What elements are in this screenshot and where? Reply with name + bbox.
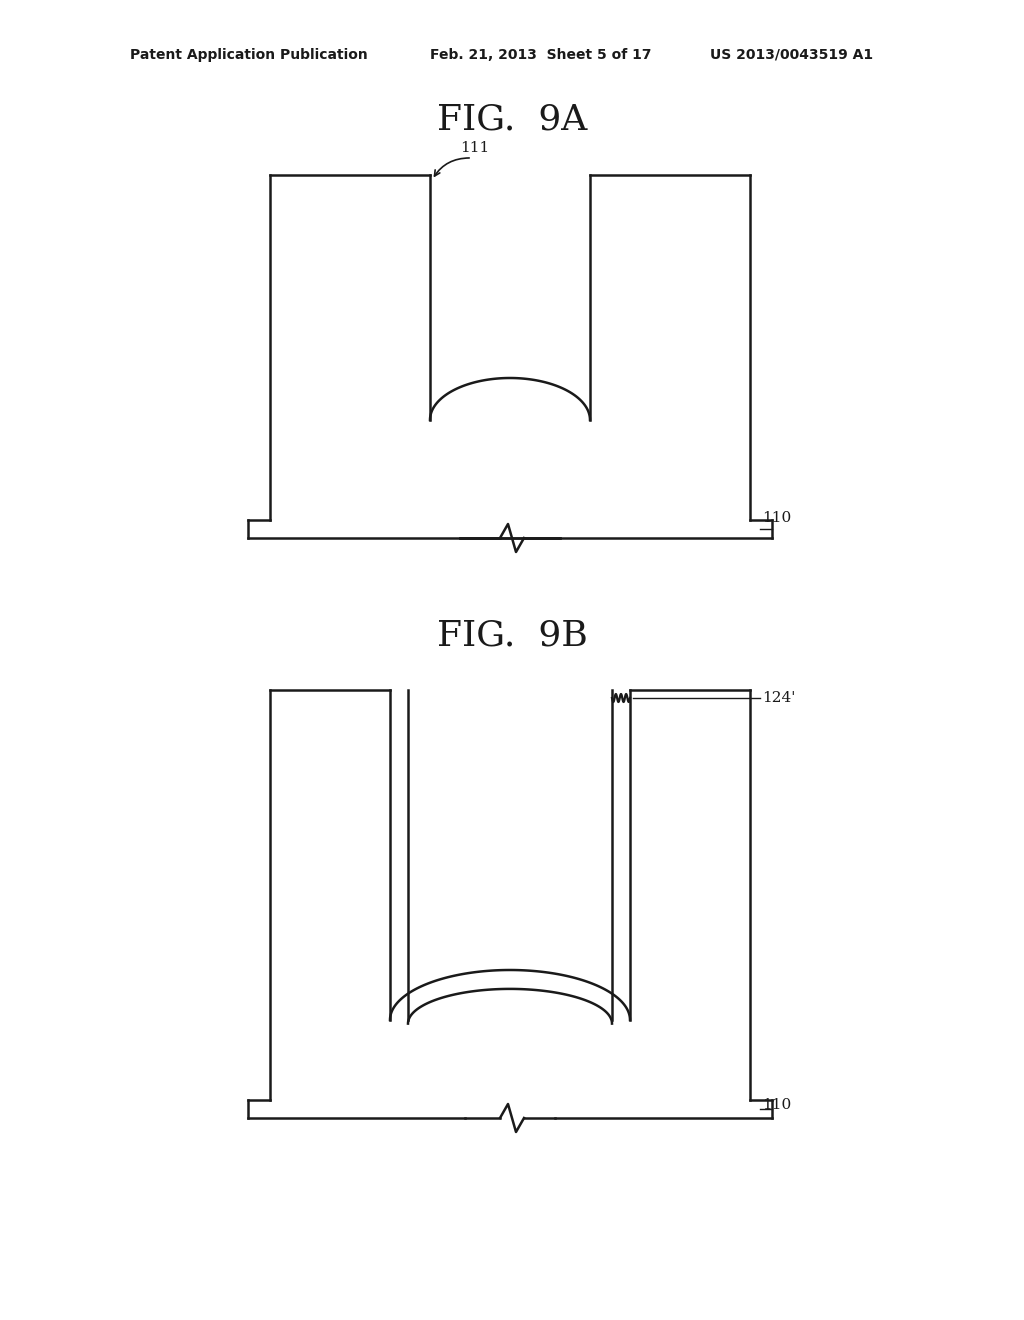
Text: 110: 110: [762, 511, 792, 525]
Text: 124': 124': [762, 690, 796, 705]
Text: Patent Application Publication: Patent Application Publication: [130, 48, 368, 62]
Text: FIG.  9A: FIG. 9A: [437, 103, 587, 137]
Text: 111: 111: [460, 141, 489, 154]
Text: US 2013/0043519 A1: US 2013/0043519 A1: [710, 48, 873, 62]
Text: Feb. 21, 2013  Sheet 5 of 17: Feb. 21, 2013 Sheet 5 of 17: [430, 48, 651, 62]
Text: 110: 110: [762, 1098, 792, 1111]
Text: FIG.  9B: FIG. 9B: [436, 618, 588, 652]
